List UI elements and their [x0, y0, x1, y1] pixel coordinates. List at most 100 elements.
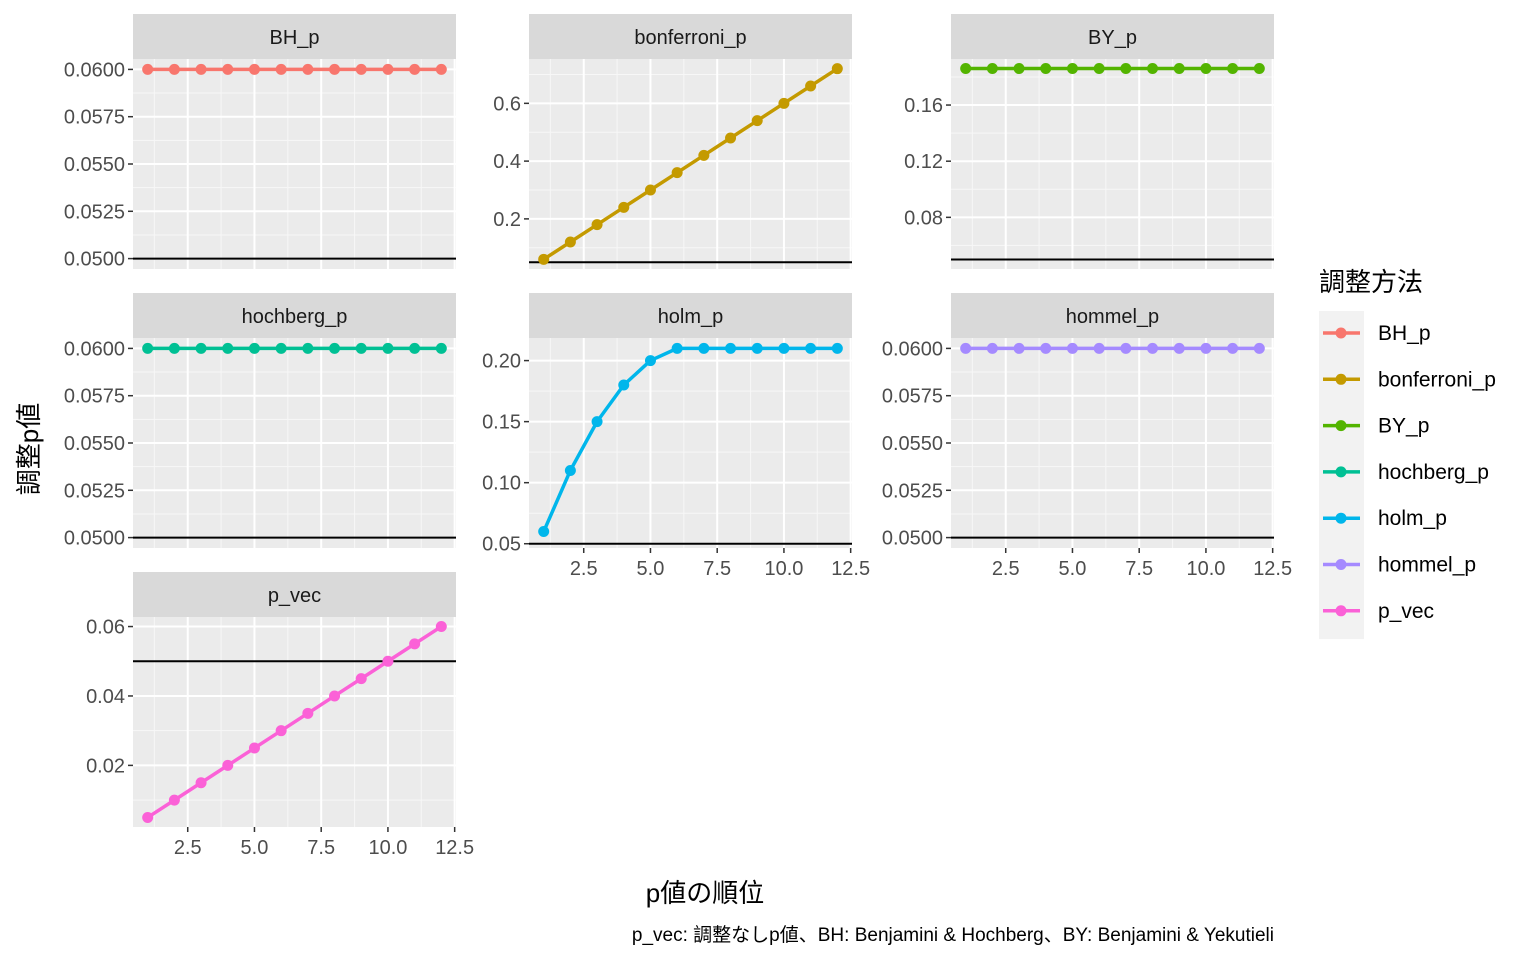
facet-panel-hochberg_p: hochberg_p 0.0500 0.0525 0.0550 0.0575 0.0600: [64, 293, 456, 550]
data-point: [435, 342, 447, 354]
data-point: [1013, 342, 1025, 354]
y-tick-label: 0.0575: [64, 107, 125, 129]
facet-panel-hommel_p: hommel_p 0.0500 0.0525 0.0550 0.0575 0.0600 2.…: [882, 293, 1292, 580]
data-point: [1253, 342, 1265, 354]
y-tick-label: 0.06: [86, 617, 125, 639]
data-point: [248, 742, 260, 754]
facet-panel-p_vec: p_vec 0.02 0.04 0.06 2.5 5.0 7.5 10.0 12.5: [86, 572, 474, 859]
legend-key-point: [1335, 466, 1347, 478]
panel-background: [529, 338, 852, 548]
data-point: [195, 777, 207, 789]
data-point: [1227, 63, 1239, 75]
data-point: [1066, 63, 1078, 75]
x-tick-label: 10.0: [1186, 558, 1225, 580]
facet-panel-bonferroni_p: bonferroni_p 0.2 0.4 0.6: [493, 14, 852, 269]
facet-strip-label: BY_p: [1088, 27, 1137, 49]
legend-label: hommel_p: [1378, 554, 1476, 577]
facet-panel-holm_p: holm_p 0.05 0.10 0.15 0.20 2.5 5.0 7.5 10.0 12.5: [482, 293, 870, 580]
data-point: [805, 342, 817, 354]
y-tick-label: 0.4: [493, 151, 521, 173]
y-tick-label: 0.0600: [64, 338, 125, 360]
y-tick-label: 0.0525: [64, 201, 125, 223]
facet-strip-label: bonferroni_p: [634, 27, 746, 49]
y-tick-label: 0.0500: [64, 528, 125, 550]
legend-key-point: [1335, 512, 1347, 524]
data-point: [778, 97, 790, 109]
data-point: [302, 342, 314, 354]
data-point: [618, 201, 630, 213]
data-point: [725, 342, 737, 354]
data-point: [725, 132, 737, 144]
data-point: [248, 63, 260, 75]
facet-strip: [529, 293, 852, 338]
y-tick-label: 0.02: [86, 755, 125, 777]
data-point: [986, 63, 998, 75]
data-point: [142, 342, 154, 354]
data-point: [538, 253, 550, 265]
y-tick-label: 0.0500: [64, 249, 125, 271]
data-point: [382, 655, 394, 667]
data-point: [644, 184, 656, 196]
x-tick-label: 5.0: [637, 558, 665, 580]
facet-strip: [133, 572, 456, 617]
legend-item-p_vec: p_vec: [1323, 600, 1434, 623]
legend: 調整方法 BH_p bonferroni_p BY_p hochberg_p holm_…: [1319, 267, 1496, 640]
data-point: [1093, 342, 1105, 354]
legend-key-point: [1335, 327, 1347, 339]
y-tick-label: 0.0575: [882, 386, 943, 408]
legend-item-hochberg_p: hochberg_p: [1323, 461, 1489, 484]
y-axis-title: 調整p値: [14, 403, 44, 495]
data-point: [538, 526, 550, 538]
data-point: [168, 342, 180, 354]
data-point: [168, 63, 180, 75]
legend-key-point: [1335, 420, 1347, 432]
y-tick-label: 0.0600: [64, 59, 125, 81]
y-tick-label: 0.0600: [882, 338, 943, 360]
data-point: [960, 63, 972, 75]
y-tick-label: 0.0525: [64, 480, 125, 502]
data-point: [1093, 63, 1105, 75]
data-point: [409, 63, 421, 75]
y-tick-label: 0.16: [904, 95, 943, 117]
data-point: [195, 342, 207, 354]
chart-caption: p_vec: 調整なしp値、BH: Benjamini & Hochberg、B…: [632, 924, 1274, 946]
y-tick-label: 0.08: [904, 207, 943, 229]
data-point: [302, 63, 314, 75]
legend-item-BY_p: BY_p: [1323, 415, 1429, 438]
data-point: [355, 342, 367, 354]
data-point: [564, 236, 576, 248]
facet-panels: BH_p 0.0500 0.0525 0.0550 0.0575 0.0600 bonfer…: [64, 14, 1292, 859]
data-point: [248, 342, 260, 354]
facet-panel-BY_p: BY_p 0.08 0.12 0.16: [904, 14, 1274, 269]
legend-label: bonferroni_p: [1378, 368, 1496, 391]
facet-strip: [133, 14, 456, 59]
y-tick-label: 0.0500: [882, 528, 943, 550]
x-tick-label: 5.0: [1059, 558, 1087, 580]
x-tick-label: 5.0: [241, 837, 269, 859]
data-point: [986, 342, 998, 354]
y-tick-label: 0.20: [482, 351, 521, 373]
legend-title: 調整方法: [1319, 267, 1423, 297]
legend-item-hommel_p: hommel_p: [1323, 554, 1476, 577]
data-point: [831, 63, 843, 75]
legend-key-point: [1335, 605, 1347, 617]
y-tick-label: 0.05: [482, 534, 521, 556]
data-point: [1147, 342, 1159, 354]
legend-key-point: [1335, 559, 1347, 570]
legend-item-bonferroni_p: bonferroni_p: [1323, 368, 1496, 391]
legend-item-holm_p: holm_p: [1323, 507, 1447, 530]
data-point: [409, 638, 421, 650]
data-point: [1040, 342, 1052, 354]
data-point: [1120, 342, 1132, 354]
data-point: [1227, 342, 1239, 354]
x-tick-label: 12.5: [435, 837, 474, 859]
data-point: [698, 342, 710, 354]
data-point: [382, 63, 394, 75]
x-tick-label: 7.5: [307, 837, 335, 859]
facet-strip: [951, 14, 1274, 59]
facet-strip: [133, 293, 456, 338]
facet-strip-label: p_vec: [268, 585, 321, 607]
data-point: [960, 342, 972, 354]
data-point: [355, 63, 367, 75]
